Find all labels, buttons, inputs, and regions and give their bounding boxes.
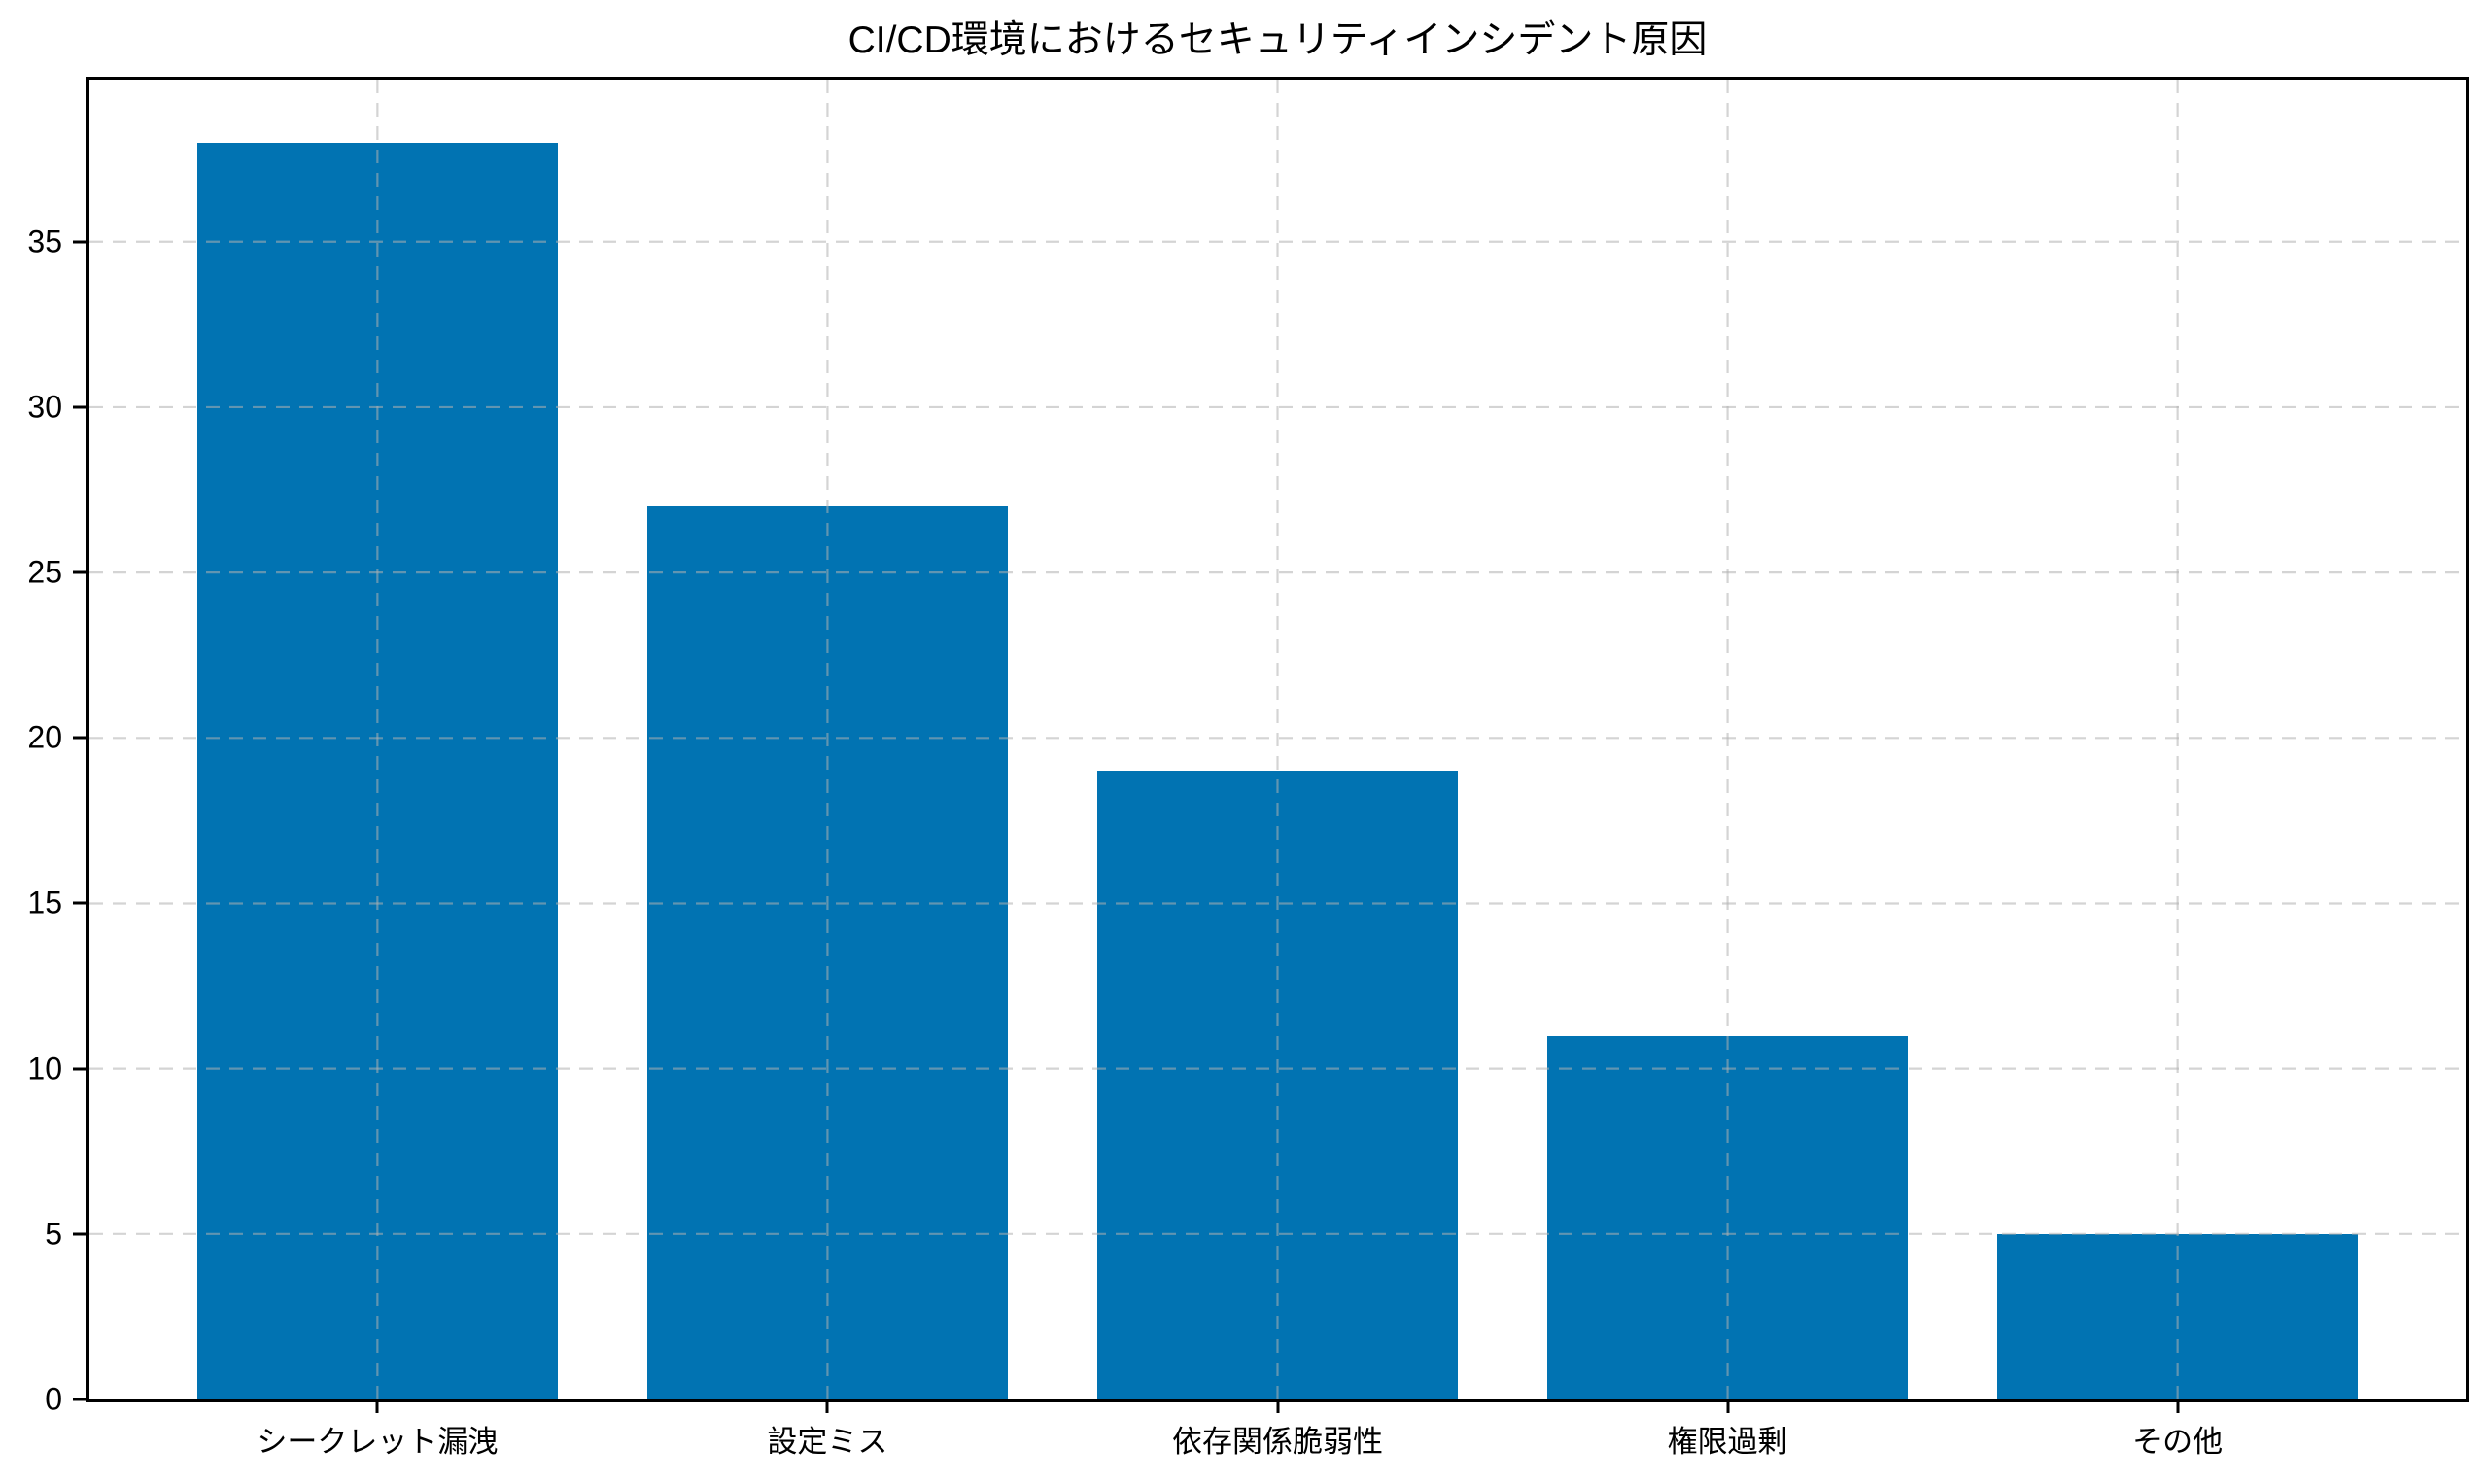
bars-layer bbox=[89, 80, 2466, 1399]
x-tick-label-0: シークレット漏洩 bbox=[257, 1425, 499, 1459]
y-tick-label-5: 5 bbox=[45, 1216, 62, 1252]
y-tick-label-25: 25 bbox=[27, 554, 62, 590]
x-tick-mark-0 bbox=[375, 1399, 379, 1413]
bar-4 bbox=[1997, 1233, 2358, 1399]
y-tick-mark-15 bbox=[73, 901, 86, 905]
bar-1 bbox=[647, 506, 1008, 1399]
x-tick-mark-2 bbox=[1276, 1399, 1279, 1413]
x-tick-mark-1 bbox=[825, 1399, 829, 1413]
y-tick-label-30: 30 bbox=[27, 389, 62, 425]
y-tick-label-10: 10 bbox=[27, 1051, 62, 1087]
x-tick-mark-4 bbox=[2176, 1399, 2180, 1413]
chart-title: CI/CD環境におけるセキュリティインシデント原因 bbox=[847, 19, 1708, 61]
x-tick-label-4: その他 bbox=[2132, 1425, 2224, 1459]
bar-3 bbox=[1547, 1035, 1908, 1399]
x-tick-mark-3 bbox=[1726, 1399, 1730, 1413]
y-tick-mark-30 bbox=[73, 405, 86, 409]
y-tick-mark-10 bbox=[73, 1067, 86, 1071]
y-tick-label-35: 35 bbox=[27, 224, 62, 259]
bar-2 bbox=[1097, 771, 1458, 1399]
bar-0 bbox=[197, 142, 558, 1399]
x-tick-label-1: 設定ミス bbox=[767, 1425, 888, 1459]
y-tick-mark-5 bbox=[73, 1232, 86, 1236]
y-tick-mark-35 bbox=[73, 240, 86, 244]
y-tick-label-20: 20 bbox=[27, 719, 62, 755]
y-tick-mark-20 bbox=[73, 736, 86, 740]
y-tick-mark-0 bbox=[73, 1398, 86, 1401]
plot-area bbox=[86, 77, 2469, 1402]
x-tick-label-3: 権限過剰 bbox=[1667, 1425, 1788, 1459]
y-tick-label-15: 15 bbox=[27, 884, 62, 920]
y-tick-mark-25 bbox=[73, 570, 86, 574]
y-tick-label-0: 0 bbox=[45, 1381, 62, 1417]
x-tick-label-2: 依存関係脆弱性 bbox=[1172, 1425, 1383, 1459]
